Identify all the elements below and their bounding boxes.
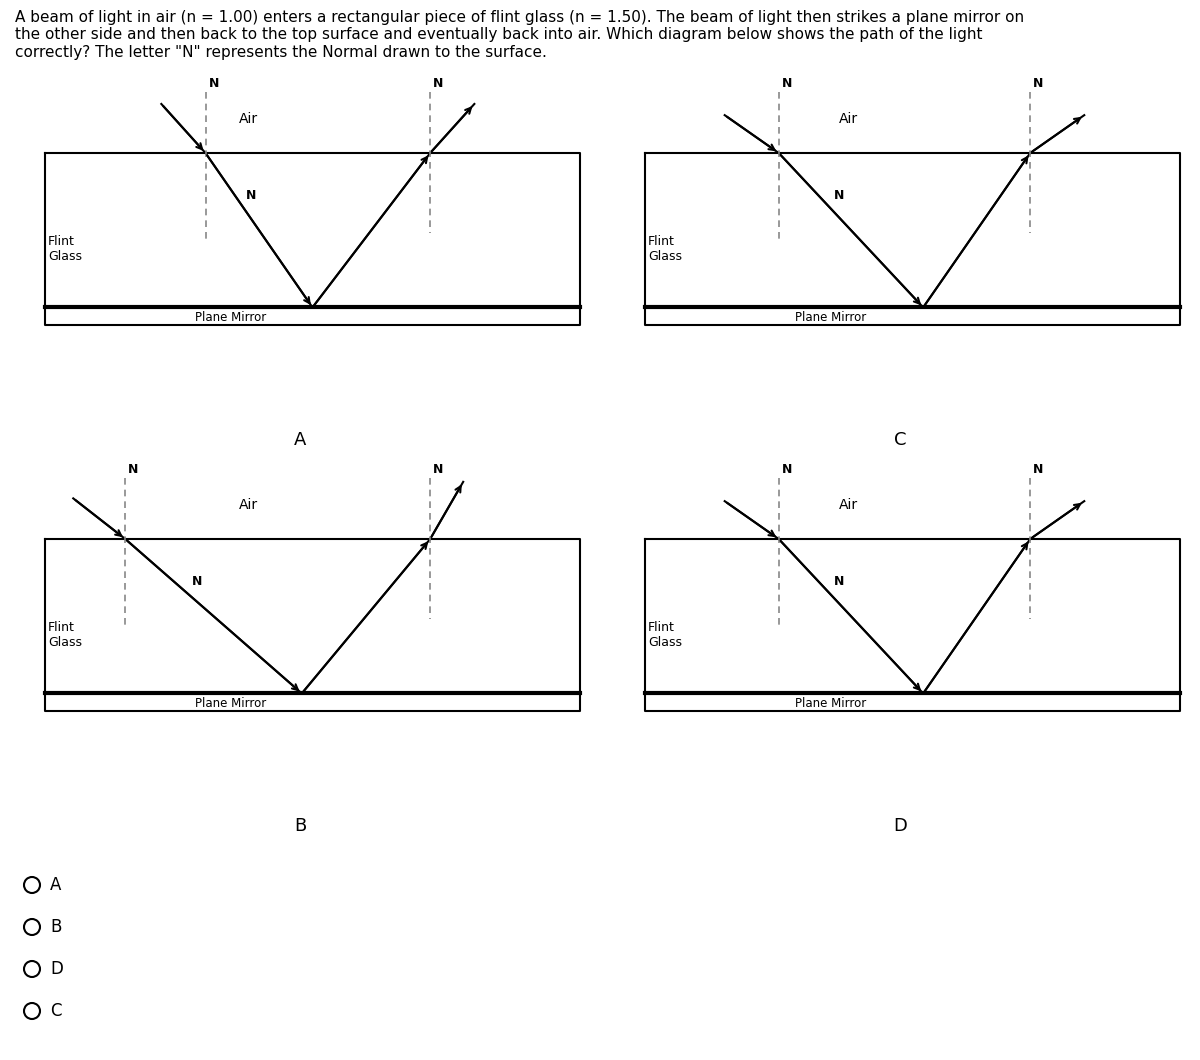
Text: N: N [128,463,139,476]
Text: Air: Air [239,498,258,512]
Text: Plane Mirror: Plane Mirror [194,696,266,710]
Text: Flint
Glass: Flint Glass [48,234,82,263]
Text: N: N [1033,77,1044,90]
Text: A: A [294,431,306,449]
Text: Air: Air [839,112,858,126]
Text: B: B [50,918,61,936]
Text: Air: Air [239,112,258,126]
Text: N: N [834,576,844,588]
Text: N: N [781,77,792,90]
Text: N: N [209,77,218,90]
Text: A beam of light in air (n = 1.00) enters a rectangular piece of flint glass (n =: A beam of light in air (n = 1.00) enters… [14,10,1024,59]
Text: Plane Mirror: Plane Mirror [794,311,866,323]
Text: Flint
Glass: Flint Glass [648,234,682,263]
Text: B: B [294,817,306,835]
Text: Flint
Glass: Flint Glass [648,621,682,649]
Text: N: N [246,190,257,202]
Text: D: D [50,960,62,978]
Text: Plane Mirror: Plane Mirror [794,696,866,710]
Text: C: C [50,1002,61,1020]
Text: A: A [50,876,61,894]
Text: N: N [781,463,792,476]
Text: Plane Mirror: Plane Mirror [194,311,266,323]
Text: Air: Air [839,498,858,512]
Text: Flint
Glass: Flint Glass [48,621,82,649]
Text: N: N [834,190,844,202]
Text: D: D [893,817,907,835]
Text: N: N [433,463,444,476]
Text: N: N [433,77,444,90]
Text: C: C [894,431,906,449]
Text: N: N [192,576,203,588]
Text: N: N [1033,463,1044,476]
